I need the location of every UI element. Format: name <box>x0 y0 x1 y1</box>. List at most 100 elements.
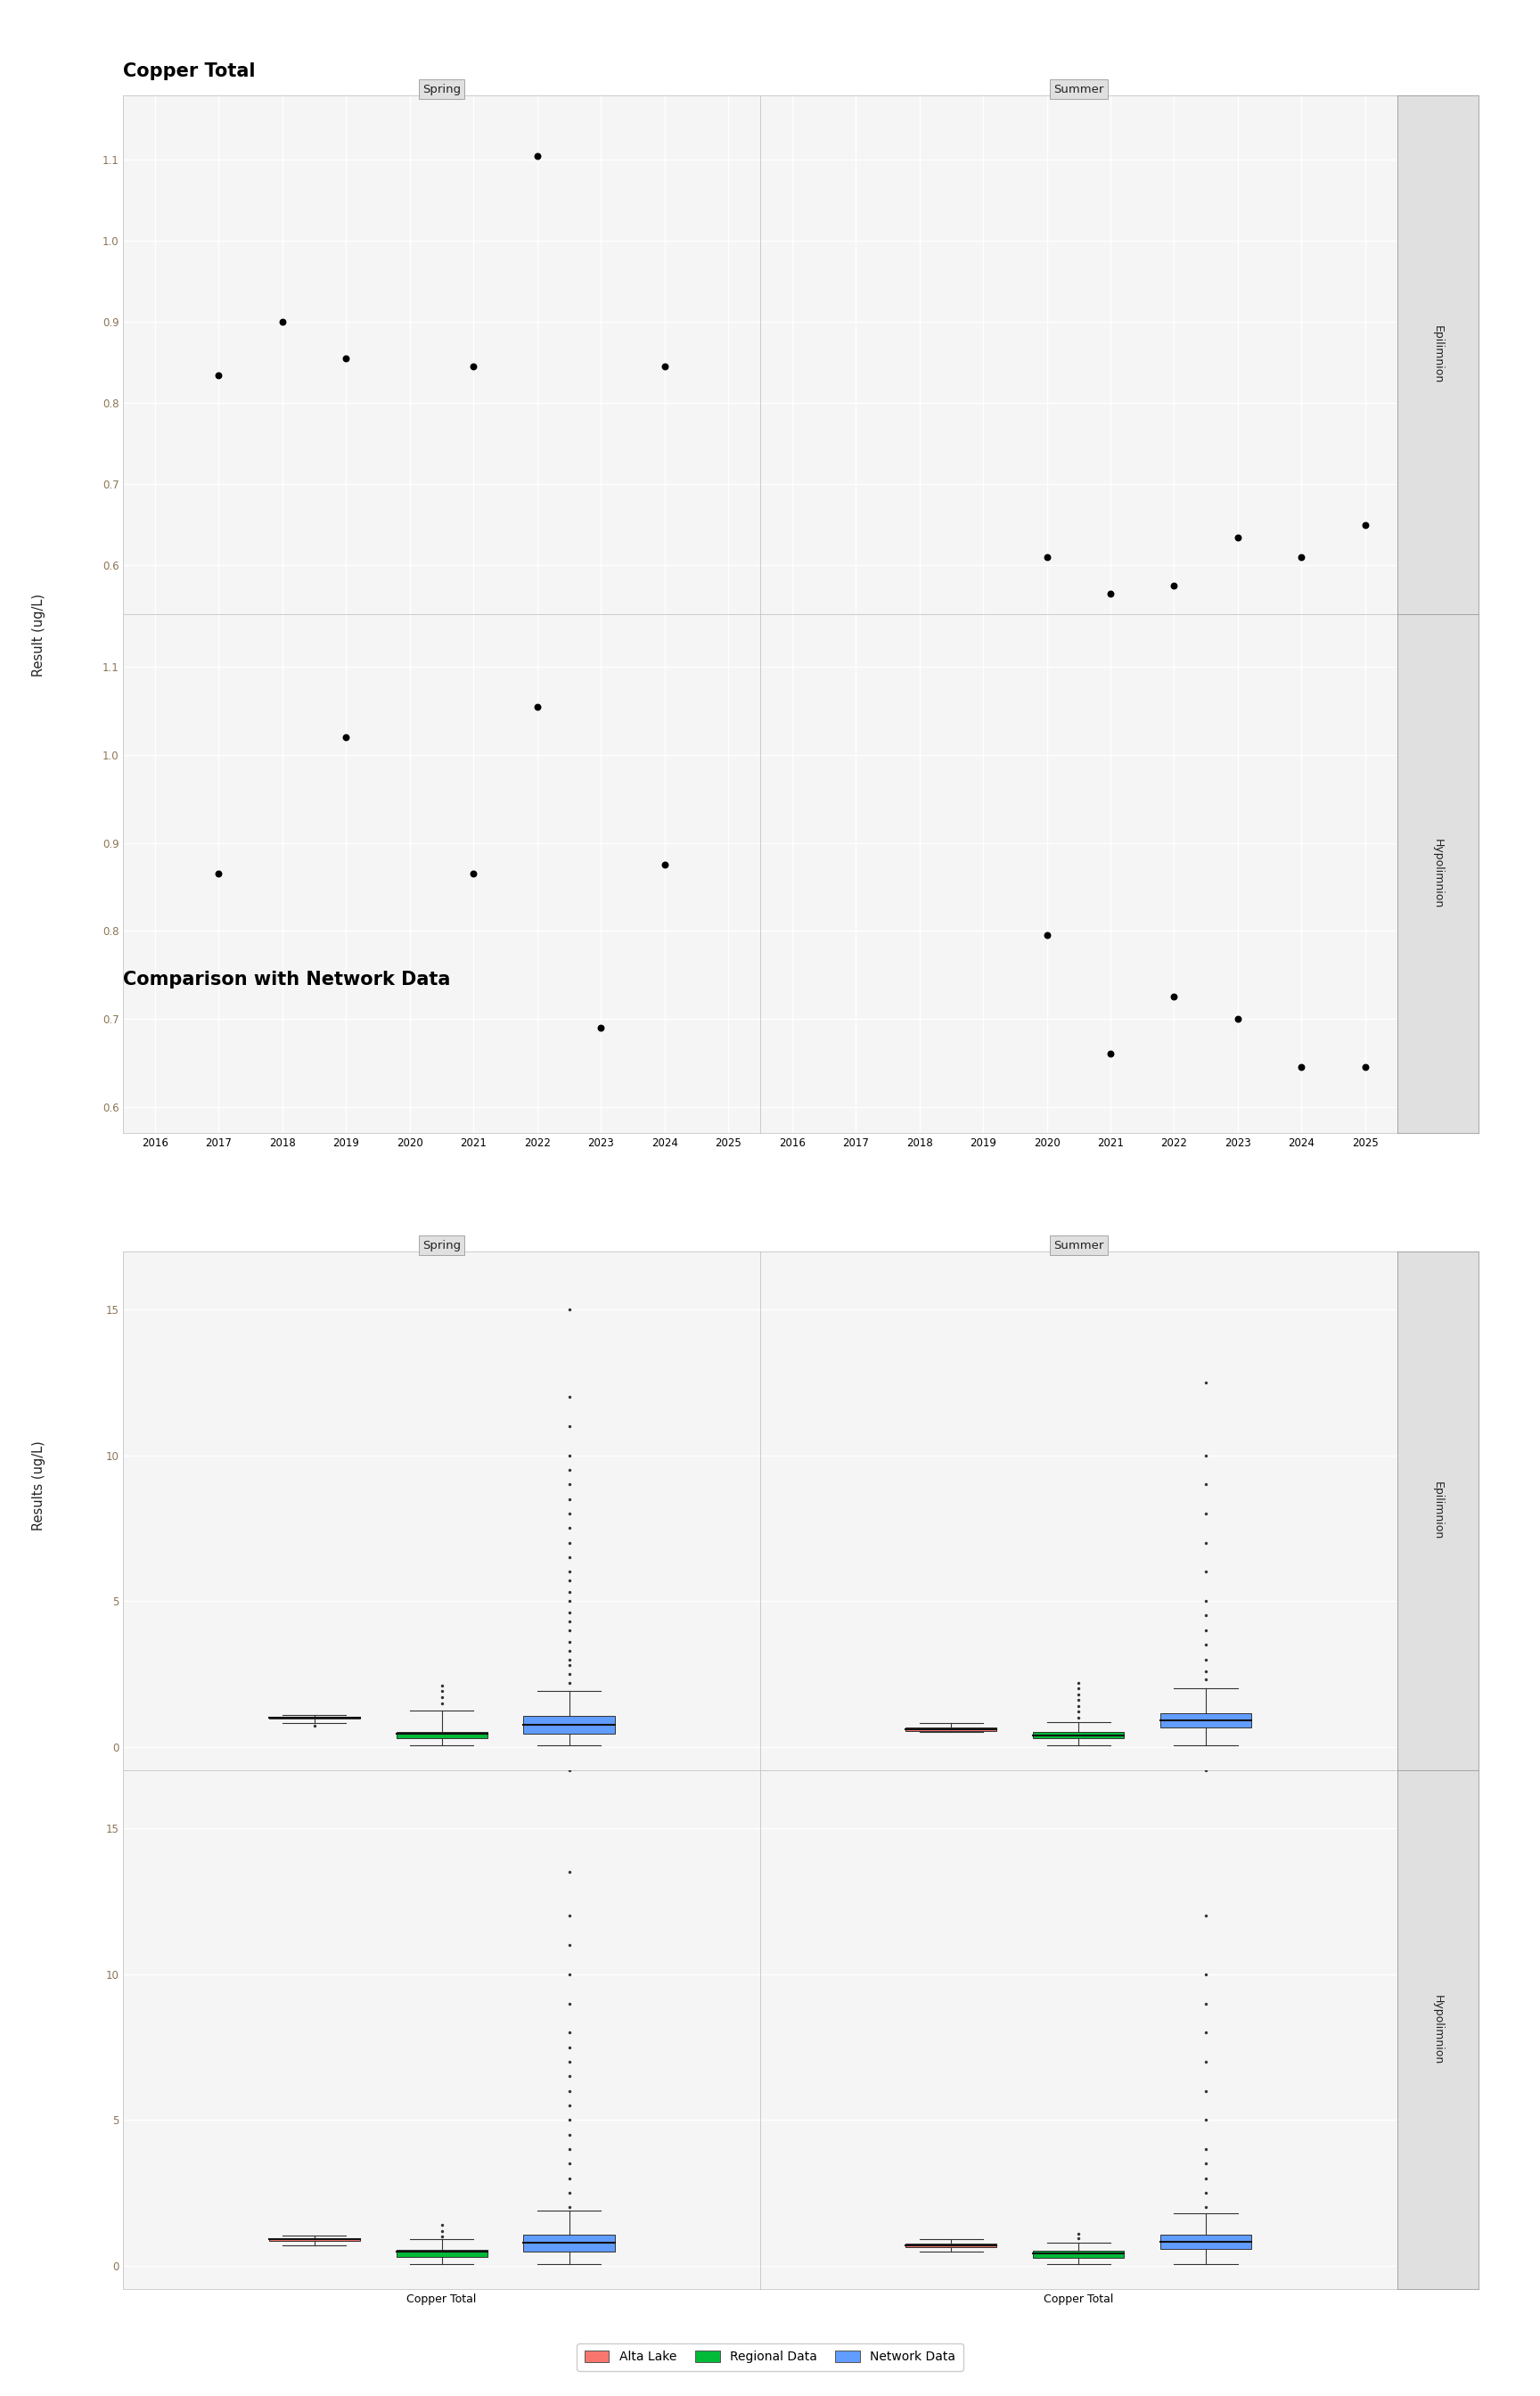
Point <box>1194 1553 1218 1591</box>
Point <box>557 1435 582 1474</box>
Point <box>334 719 359 757</box>
Point <box>557 2116 582 2154</box>
Point <box>557 1751 582 1790</box>
Point <box>1194 1435 1218 1474</box>
Point <box>557 1622 582 1660</box>
Point <box>1098 1035 1123 1073</box>
Point <box>430 1677 454 1716</box>
Point <box>557 1852 582 1890</box>
Point <box>588 1009 613 1047</box>
Point <box>557 1466 582 1505</box>
Point <box>302 1706 326 1744</box>
Point <box>1194 1651 1218 1689</box>
Point <box>1066 1670 1090 1708</box>
Point <box>1194 1466 1218 1505</box>
Point <box>557 2027 582 2065</box>
Point <box>557 2013 582 2051</box>
Point <box>557 1581 582 1620</box>
Point <box>557 1603 582 1641</box>
Point <box>557 2130 582 2168</box>
Text: Hypolimnion: Hypolimnion <box>1432 839 1443 908</box>
Point <box>1354 506 1378 544</box>
Bar <box>396 2250 487 2257</box>
Point <box>1066 1692 1090 1730</box>
Point <box>1194 1955 1218 1993</box>
Point <box>1194 2041 1218 2080</box>
Point <box>1066 1687 1090 1725</box>
Point <box>557 1481 582 1519</box>
Point <box>1161 565 1186 604</box>
Bar <box>524 2235 614 2252</box>
Point <box>1226 518 1250 556</box>
Point <box>206 855 231 894</box>
Point <box>1194 1581 1218 1620</box>
Point <box>1194 1984 1218 2022</box>
Point <box>557 1955 582 1993</box>
Point <box>430 1684 454 1723</box>
Text: Copper Total: Copper Total <box>123 62 256 79</box>
Title: Summer: Summer <box>1053 84 1104 96</box>
Point <box>557 1406 582 1445</box>
Point <box>1289 1047 1314 1085</box>
Bar <box>1161 2235 1252 2250</box>
Bar <box>1033 1732 1124 1739</box>
Point <box>1098 575 1123 613</box>
Point <box>557 1610 582 1648</box>
Point <box>430 1665 454 1704</box>
Point <box>557 2159 582 2197</box>
Point <box>430 1672 454 1711</box>
Bar <box>906 2245 996 2247</box>
Point <box>557 1289 582 1327</box>
Legend: Alta Lake, Regional Data, Network Data: Alta Lake, Regional Data, Network Data <box>578 2343 962 2370</box>
Point <box>557 2073 582 2111</box>
Point <box>1066 1663 1090 1701</box>
Point <box>557 1656 582 1694</box>
Point <box>1194 2144 1218 2183</box>
Text: Epilimnion: Epilimnion <box>1432 326 1443 383</box>
Point <box>557 1663 582 1701</box>
Point <box>1194 2173 1218 2212</box>
Point <box>557 1574 582 1613</box>
Text: Hypolimnion: Hypolimnion <box>1432 1996 1443 2065</box>
Point <box>557 2188 582 2226</box>
Point <box>557 2087 582 2125</box>
Point <box>1194 2101 1218 2140</box>
Point <box>1289 539 1314 577</box>
Point <box>557 1450 582 1488</box>
Point <box>1066 2214 1090 2252</box>
Point <box>430 2207 454 2245</box>
Text: Epilimnion: Epilimnion <box>1432 1481 1443 1541</box>
Point <box>557 1984 582 2022</box>
Point <box>557 1553 582 1591</box>
Point <box>653 347 678 386</box>
Title: Summer: Summer <box>1053 1239 1104 1251</box>
Point <box>653 846 678 884</box>
Point <box>430 2216 454 2255</box>
Text: Results (ug/L): Results (ug/L) <box>32 1440 45 1531</box>
Point <box>334 340 359 379</box>
Point <box>1194 1898 1218 1936</box>
Point <box>1194 1610 1218 1648</box>
Point <box>460 347 485 386</box>
Point <box>1194 1495 1218 1533</box>
Bar <box>524 1716 614 1735</box>
Text: Comparison with Network Data: Comparison with Network Data <box>123 970 451 987</box>
Text: Result (ug/L): Result (ug/L) <box>32 594 45 676</box>
Point <box>557 1509 582 1548</box>
Point <box>270 302 294 340</box>
Point <box>557 1593 582 1632</box>
Point <box>1194 1363 1218 1402</box>
Point <box>206 355 231 393</box>
Point <box>1194 1660 1218 1699</box>
Point <box>1066 1675 1090 1713</box>
Point <box>557 1646 582 1684</box>
Point <box>557 1926 582 1965</box>
Point <box>1194 1624 1218 1663</box>
Point <box>557 1495 582 1533</box>
Bar <box>270 2238 360 2240</box>
Bar <box>1033 2250 1124 2257</box>
Point <box>430 2212 454 2250</box>
Point <box>1066 2219 1090 2257</box>
Point <box>525 688 550 726</box>
Title: Spring: Spring <box>422 84 460 96</box>
